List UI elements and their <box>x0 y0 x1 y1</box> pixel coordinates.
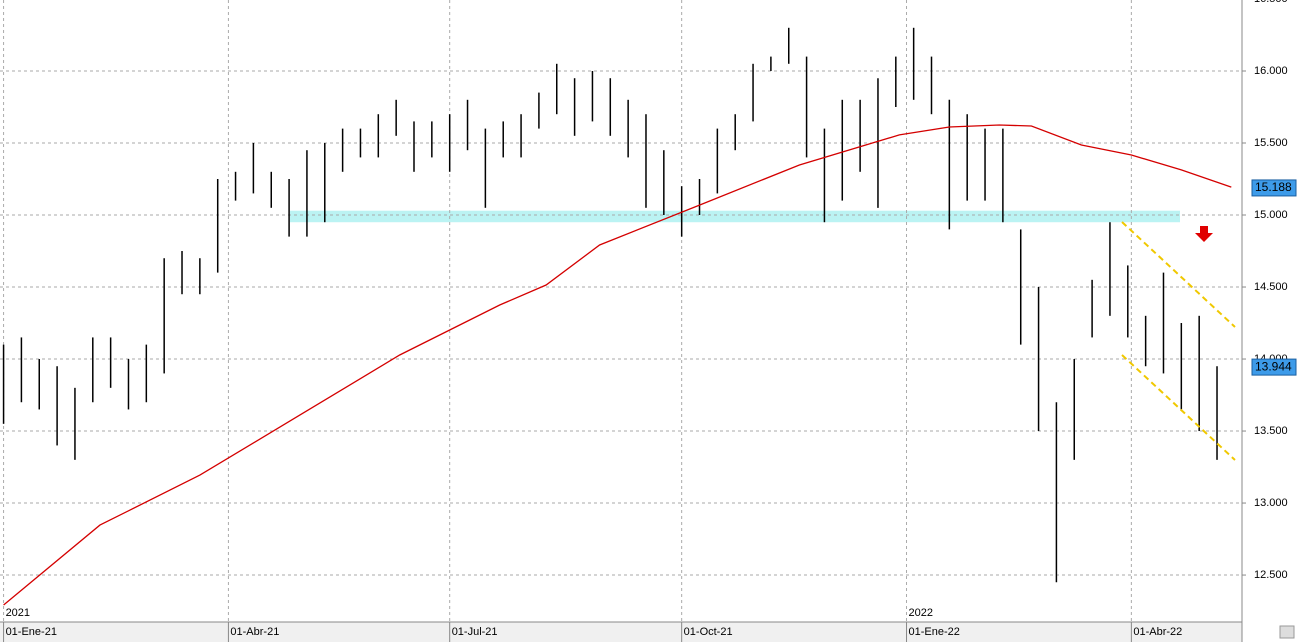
channel-upper <box>1121 221 1236 328</box>
y-axis-panel <box>1242 0 1302 642</box>
last-value-label: 13.944 <box>1255 359 1292 373</box>
channel-lower <box>1121 354 1236 461</box>
x-tick-label: 01-Abr-22 <box>1133 626 1182 638</box>
y-tick-label: 16.500 <box>1254 0 1288 5</box>
x-tick-label: 01-Oct-21 <box>684 626 733 638</box>
year-label: 2021 <box>6 607 30 619</box>
year-label: 2022 <box>909 607 933 619</box>
down-arrow <box>1195 226 1213 242</box>
last-value-box <box>1251 358 1297 376</box>
y-tick-label: 13.000 <box>1254 497 1288 509</box>
moving-average <box>3 124 1232 606</box>
x-tick-label: 01-Ene-21 <box>6 626 57 638</box>
x-axis-strip <box>0 622 1302 642</box>
x-tick-label: 01-Abr-21 <box>230 626 279 638</box>
corner-icon <box>1279 625 1295 639</box>
support-band <box>290 210 1180 223</box>
x-tick-label: 01-Ene-22 <box>909 626 960 638</box>
last-value-label: 15.188 <box>1255 180 1292 194</box>
y-tick-label: 12.500 <box>1254 569 1288 581</box>
y-tick-label: 14.500 <box>1254 281 1288 293</box>
y-tick-label: 16.000 <box>1254 65 1288 77</box>
last-value-box <box>1251 179 1297 197</box>
x-tick-label: 01-Jul-21 <box>452 626 498 638</box>
y-tick-label: 13.500 <box>1254 425 1288 437</box>
y-tick-label: 15.000 <box>1254 209 1288 221</box>
y-tick-label: 15.500 <box>1254 137 1288 149</box>
plot <box>0 0 1242 622</box>
